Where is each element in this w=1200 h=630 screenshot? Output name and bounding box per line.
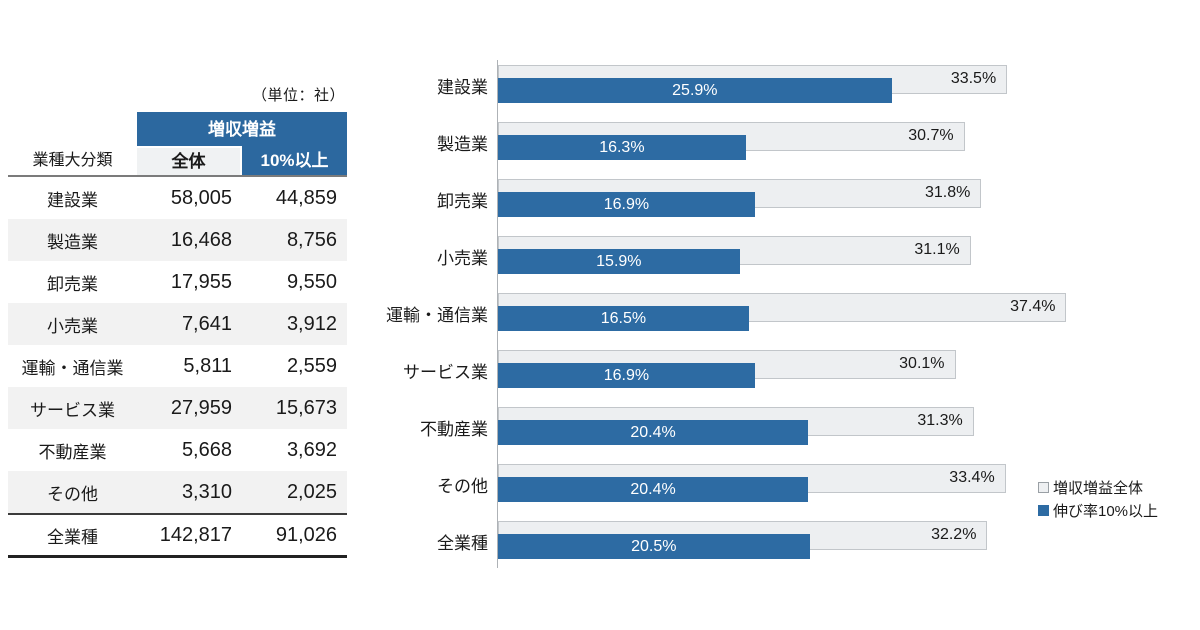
industry-label: その他	[47, 484, 98, 504]
table-corner-label: 業種大分類	[32, 152, 113, 169]
chart-row: 建設業 33.5% 25.9%	[437, 65, 1105, 103]
chart-row: 不動産業 31.3% 20.4%	[420, 407, 1105, 445]
chart-plot-area: 建設業 33.5% 25.9% 製造業 30.7% 16.3% 卸売業 31.8% 16.9% 小…	[386, 65, 1105, 562]
value-total: 58,005	[170, 186, 232, 209]
legend-label-10plus: 伸び率10%以上	[1053, 503, 1159, 520]
industry-table-body: 建設業 58,005 44,859 製造業 16,468 8,756 卸売業 17,955 9,…	[8, 175, 347, 558]
category-label: 製造業	[437, 135, 488, 154]
table-row: 不動産業 5,668 3,692	[8, 429, 347, 471]
table-row: 卸売業 17,955 9,550	[8, 261, 347, 303]
bar-growth-10plus: 16.9%	[498, 363, 755, 388]
industry-label: 建設業	[47, 190, 98, 210]
industry-label: サービス業	[30, 400, 115, 420]
value-10plus: 2,559	[286, 354, 337, 377]
chart-row: 運輸・通信業 37.4% 16.5%	[386, 293, 1105, 331]
bar-growth-10plus: 16.9%	[498, 192, 755, 217]
category-label: その他	[437, 477, 488, 496]
bar-growth-10plus: 16.3%	[498, 135, 746, 160]
industry-label: 運輸・通信業	[21, 358, 124, 378]
value-total: 16,468	[170, 228, 232, 251]
category-label: 不動産業	[420, 420, 488, 439]
category-label: 小売業	[437, 249, 488, 268]
industry-table: （単位：社） 増収増益 業種大分類 全体 10%以上 建設業 58,005 44,8…	[8, 0, 347, 630]
table-row: 小売業 7,641 3,912	[8, 303, 347, 345]
industry-label: 卸売業	[47, 274, 98, 294]
value-total: 27,959	[170, 396, 232, 419]
y-axis-line	[497, 60, 498, 568]
industry-label: 小売業	[47, 316, 98, 336]
value-total: 7,641	[181, 312, 232, 335]
value-total: 5,811	[183, 354, 232, 377]
category-label: 建設業	[437, 78, 488, 97]
table-row: サービス業 27,959 15,673	[8, 387, 347, 429]
category-label: 運輸・通信業	[386, 306, 488, 325]
legend-swatch-blue-icon	[1038, 505, 1049, 516]
bar-growth-10plus: 20.4%	[498, 420, 809, 445]
category-label: 全業種	[437, 534, 488, 553]
value-10plus: 91,026	[275, 523, 337, 546]
industry-label: 不動産業	[38, 442, 107, 462]
legend-swatch-gray-icon	[1038, 482, 1049, 493]
table-row: その他 3,310 2,025	[8, 471, 347, 513]
chart-row: 製造業 30.7% 16.3%	[437, 122, 1105, 160]
legend-label-all: 増収増益全体	[1053, 480, 1144, 497]
chart-row: 全業種 32.2% 20.5%	[437, 521, 1105, 559]
chart-row: 小売業 31.1% 15.9%	[437, 236, 1105, 274]
value-10plus: 9,550	[286, 270, 337, 293]
chart-row: サービス業 30.1% 16.9%	[403, 350, 1105, 388]
value-10plus: 15,673	[275, 396, 337, 419]
chart-row: その他 33.4% 20.4%	[437, 464, 1105, 502]
table-row: 製造業 16,468 8,756	[8, 219, 347, 261]
category-label: サービス業	[403, 363, 488, 382]
table-row: 全業種 142,817 91,026	[8, 513, 347, 555]
value-10plus: 3,692	[286, 438, 337, 461]
industry-label: 全業種	[47, 527, 98, 547]
bar-growth-10plus: 25.9%	[498, 78, 892, 103]
legend-item-all: 増収増益全体	[1038, 476, 1158, 499]
value-total: 5,668	[181, 438, 232, 461]
value-10plus: 3,912	[286, 312, 337, 335]
chart-legend: 増収増益全体 伸び率10%以上	[1038, 476, 1158, 522]
value-total: 17,955	[170, 270, 232, 293]
table-row: 運輸・通信業 5,811 2,559	[8, 345, 347, 387]
bar-growth-10plus: 16.5%	[498, 306, 749, 331]
chart-row: 卸売業 31.8% 16.9%	[437, 179, 1105, 217]
table-row: 建設業 58,005 44,859	[8, 177, 347, 219]
category-label: 卸売業	[437, 192, 488, 211]
value-10plus: 44,859	[275, 186, 337, 209]
column-header-10plus: 10%以上	[260, 151, 329, 170]
industry-label: 製造業	[47, 232, 98, 252]
bar-growth-10plus: 15.9%	[498, 249, 740, 274]
value-total: 3,310	[181, 480, 232, 503]
value-10plus: 8,756	[286, 228, 337, 251]
value-10plus: 2,025	[286, 480, 337, 503]
bar-growth-10plus: 20.5%	[498, 534, 810, 559]
column-header-total: 全体	[137, 146, 242, 175]
table-group-header: 増収増益	[208, 120, 276, 139]
bar-growth-10plus: 20.4%	[498, 477, 809, 502]
legend-item-10plus: 伸び率10%以上	[1038, 499, 1158, 522]
unit-note: （単位：社）	[251, 87, 345, 104]
value-total: 142,817	[159, 523, 232, 546]
